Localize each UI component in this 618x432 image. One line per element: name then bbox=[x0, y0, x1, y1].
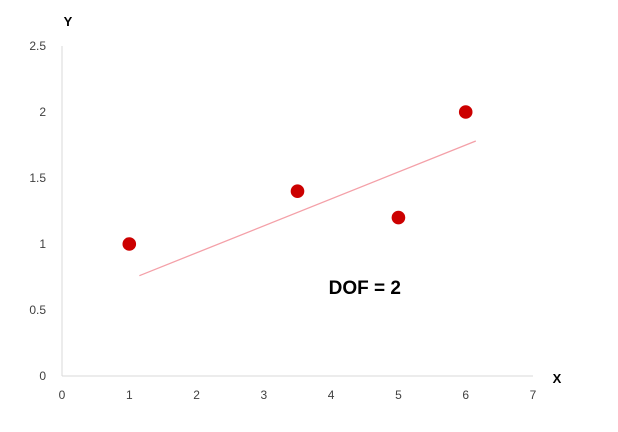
x-tick-label: 1 bbox=[126, 388, 133, 402]
x-tick-labels: 0 1 2 3 4 5 6 7 bbox=[59, 388, 537, 402]
data-points bbox=[122, 105, 473, 251]
data-point bbox=[458, 105, 473, 119]
x-tick-label: 7 bbox=[530, 388, 537, 402]
x-axis-title: X bbox=[553, 371, 562, 386]
dof-annotation: DOF = 2 bbox=[329, 278, 401, 299]
annotations: DOF = 2 bbox=[329, 278, 401, 299]
data-point bbox=[290, 184, 305, 198]
data-point bbox=[122, 237, 137, 251]
y-tick-label: 2.5 bbox=[29, 39, 46, 53]
y-tick-label: 1 bbox=[39, 237, 46, 251]
data-point bbox=[391, 210, 406, 225]
trendline-group bbox=[139, 140, 477, 277]
y-tick-label: 0.5 bbox=[29, 303, 46, 317]
x-tick-label: 4 bbox=[328, 388, 335, 402]
y-tick-label: 1.5 bbox=[29, 171, 46, 185]
x-tick-label: 2 bbox=[193, 388, 200, 402]
x-tick-label: 0 bbox=[59, 388, 66, 402]
trendline bbox=[139, 140, 477, 277]
x-tick-label: 6 bbox=[462, 388, 469, 402]
y-tick-label: 0 bbox=[39, 369, 46, 383]
x-tick-label: 3 bbox=[261, 388, 268, 402]
axes bbox=[61, 46, 533, 377]
x-tick-label: 5 bbox=[395, 388, 402, 402]
y-tick-label: 2 bbox=[39, 105, 46, 119]
y-tick-labels: 0 0.5 1 1.5 2 2.5 bbox=[29, 39, 46, 383]
y-axis-title: Y bbox=[64, 14, 73, 29]
